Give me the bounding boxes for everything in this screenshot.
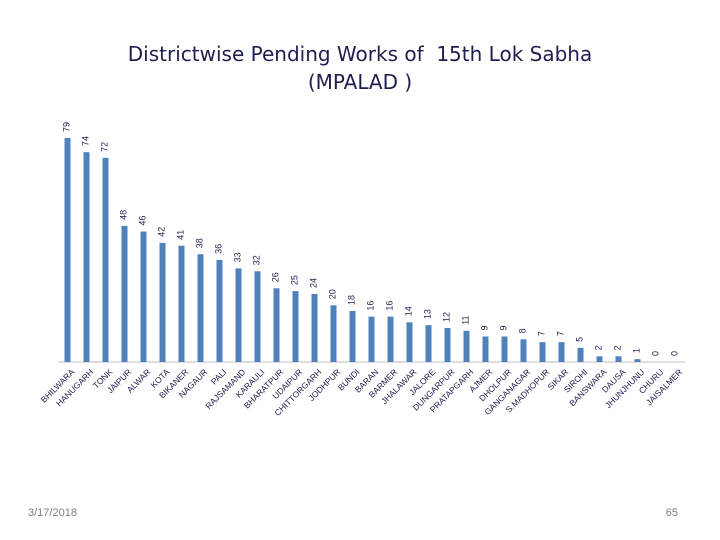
data-label: 1 — [632, 348, 642, 353]
data-label: 20 — [328, 289, 338, 299]
chart-title-line-1: Districtwise Pending Works of 15th Lok S… — [127, 42, 593, 66]
data-label: 79 — [62, 122, 72, 132]
bar-karauli — [254, 271, 261, 362]
bar-nagaur — [197, 254, 204, 362]
data-label: 0 — [670, 351, 680, 356]
slide-date: 3/17/2018 — [28, 507, 77, 519]
data-label: 14 — [404, 306, 414, 316]
bar-ajmer — [482, 336, 489, 362]
bar-dungarpur — [444, 327, 451, 362]
data-label: 5 — [575, 337, 585, 342]
data-label: 7 — [556, 331, 566, 336]
bar-dholpur — [501, 336, 508, 362]
bar-ganganagar — [520, 339, 527, 362]
bar-barmer — [387, 316, 394, 362]
data-label: 2 — [613, 345, 623, 350]
data-label: 12 — [442, 312, 452, 322]
data-label: 72 — [100, 142, 110, 152]
data-label: 25 — [290, 275, 300, 285]
bar-hanugarh — [83, 152, 90, 362]
data-label: 38 — [195, 238, 205, 248]
bar-baran — [368, 316, 375, 362]
bar-jaipur — [121, 225, 128, 362]
data-label: 13 — [423, 309, 433, 319]
bar-bikaner — [178, 245, 185, 362]
chart-title-line-2: (MPALAD ) — [307, 70, 413, 94]
bar-chittorgarh — [311, 293, 318, 362]
data-label: 16 — [366, 301, 376, 311]
data-label: 36 — [214, 244, 224, 254]
data-label: 32 — [252, 255, 262, 265]
bar-jhalawar — [406, 322, 413, 362]
chart-title: Districtwise Pending Works of 15th Lok S… — [0, 40, 720, 96]
bar-bharatpur — [273, 288, 280, 362]
data-label: 7 — [537, 331, 547, 336]
data-label: 42 — [157, 227, 167, 237]
bar-bundi — [349, 310, 356, 362]
bar-kota — [159, 242, 166, 362]
bar-tonk — [102, 157, 109, 362]
data-label: 11 — [461, 315, 471, 324]
bar-pratapgarh — [463, 330, 470, 362]
bar-sikar — [558, 342, 565, 362]
data-label: 2 — [594, 345, 604, 350]
data-label: 41 — [176, 230, 186, 240]
data-label: 33 — [233, 252, 243, 262]
data-label: 74 — [81, 136, 91, 146]
data-label: 9 — [499, 325, 509, 330]
bar-jhunjhunu — [634, 359, 641, 362]
bar-bhilwara — [64, 138, 71, 362]
slide-page-number: 65 — [665, 507, 678, 519]
bar-jodhpur — [330, 305, 337, 362]
bar-banswara — [596, 356, 603, 362]
bar-pali — [216, 259, 223, 362]
bar-sirohi — [577, 347, 584, 362]
data-label: 8 — [518, 328, 528, 333]
data-label: 18 — [347, 295, 357, 305]
data-label: 46 — [138, 216, 148, 226]
data-label: 26 — [271, 272, 281, 282]
bar-dausa — [615, 356, 622, 362]
bar-jalore — [425, 325, 432, 362]
data-label: 24 — [309, 278, 319, 288]
bar-s-madhopur — [539, 342, 546, 362]
bar-alwar — [140, 231, 147, 362]
bar-rajsamand — [235, 268, 242, 362]
data-label: 16 — [385, 301, 395, 311]
data-label: 0 — [651, 351, 661, 356]
data-label: 48 — [119, 210, 129, 220]
data-label: 9 — [480, 325, 490, 330]
bar-udaipur — [292, 291, 299, 362]
